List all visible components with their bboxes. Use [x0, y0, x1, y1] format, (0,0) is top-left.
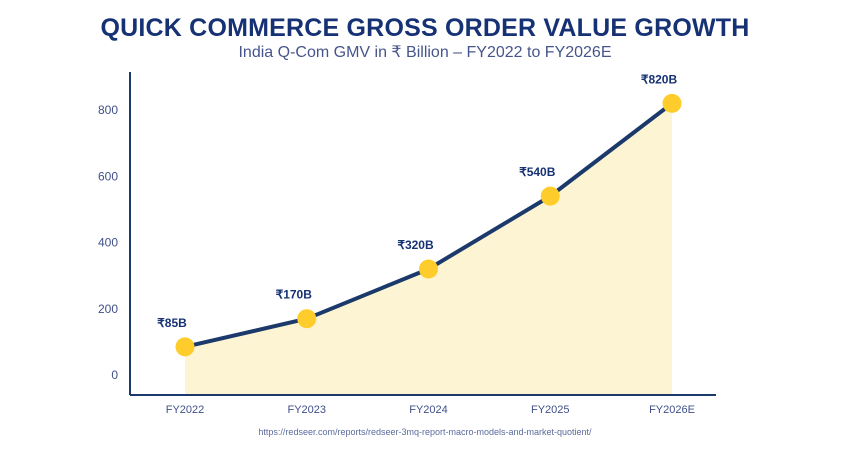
- y-tick-label: 800: [98, 103, 118, 117]
- x-axis-category-labels: FY2022 FY2023 FY2024 FY2025 FY2026E: [166, 404, 695, 416]
- data-value-label: ₹170B: [276, 288, 313, 302]
- x-category-label: FY2023: [287, 404, 326, 416]
- data-point-marker[interactable]: [662, 93, 682, 113]
- data-value-label: ₹540B: [519, 165, 556, 179]
- y-tick-label: 0: [111, 368, 118, 382]
- y-tick-label: 200: [98, 302, 118, 316]
- x-category-label: FY2024: [409, 404, 448, 416]
- data-value-label: ₹820B: [641, 72, 678, 86]
- data-value-labels: ₹85B ₹170B ₹320B ₹540B ₹820B: [157, 72, 677, 329]
- data-point-marker[interactable]: [540, 186, 560, 206]
- chart-subtitle: India Q-Com GMV in ₹ Billion – FY2022 to…: [238, 44, 612, 61]
- y-tick-label: 400: [98, 236, 118, 250]
- x-category-label: FY2026E: [649, 404, 695, 416]
- data-point-marker[interactable]: [419, 259, 438, 279]
- data-value-label: ₹85B: [157, 316, 187, 330]
- x-category-label: FY2022: [166, 404, 205, 416]
- page-title: QUICK COMMERCE GROSS ORDER VALUE GROWTH: [100, 14, 750, 42]
- data-point-markers: [175, 93, 682, 357]
- y-axis-tick-labels: 0 200 400 600 800: [98, 103, 118, 382]
- axis-group: [129, 72, 716, 396]
- y-tick-label: 600: [98, 169, 118, 183]
- source-url: https://redseer.com/reports/redseer-3mq-…: [258, 427, 592, 437]
- data-value-label: ₹320B: [397, 238, 434, 252]
- data-point-marker[interactable]: [297, 309, 317, 329]
- data-point-marker[interactable]: [175, 337, 195, 357]
- x-category-label: FY2025: [531, 404, 570, 416]
